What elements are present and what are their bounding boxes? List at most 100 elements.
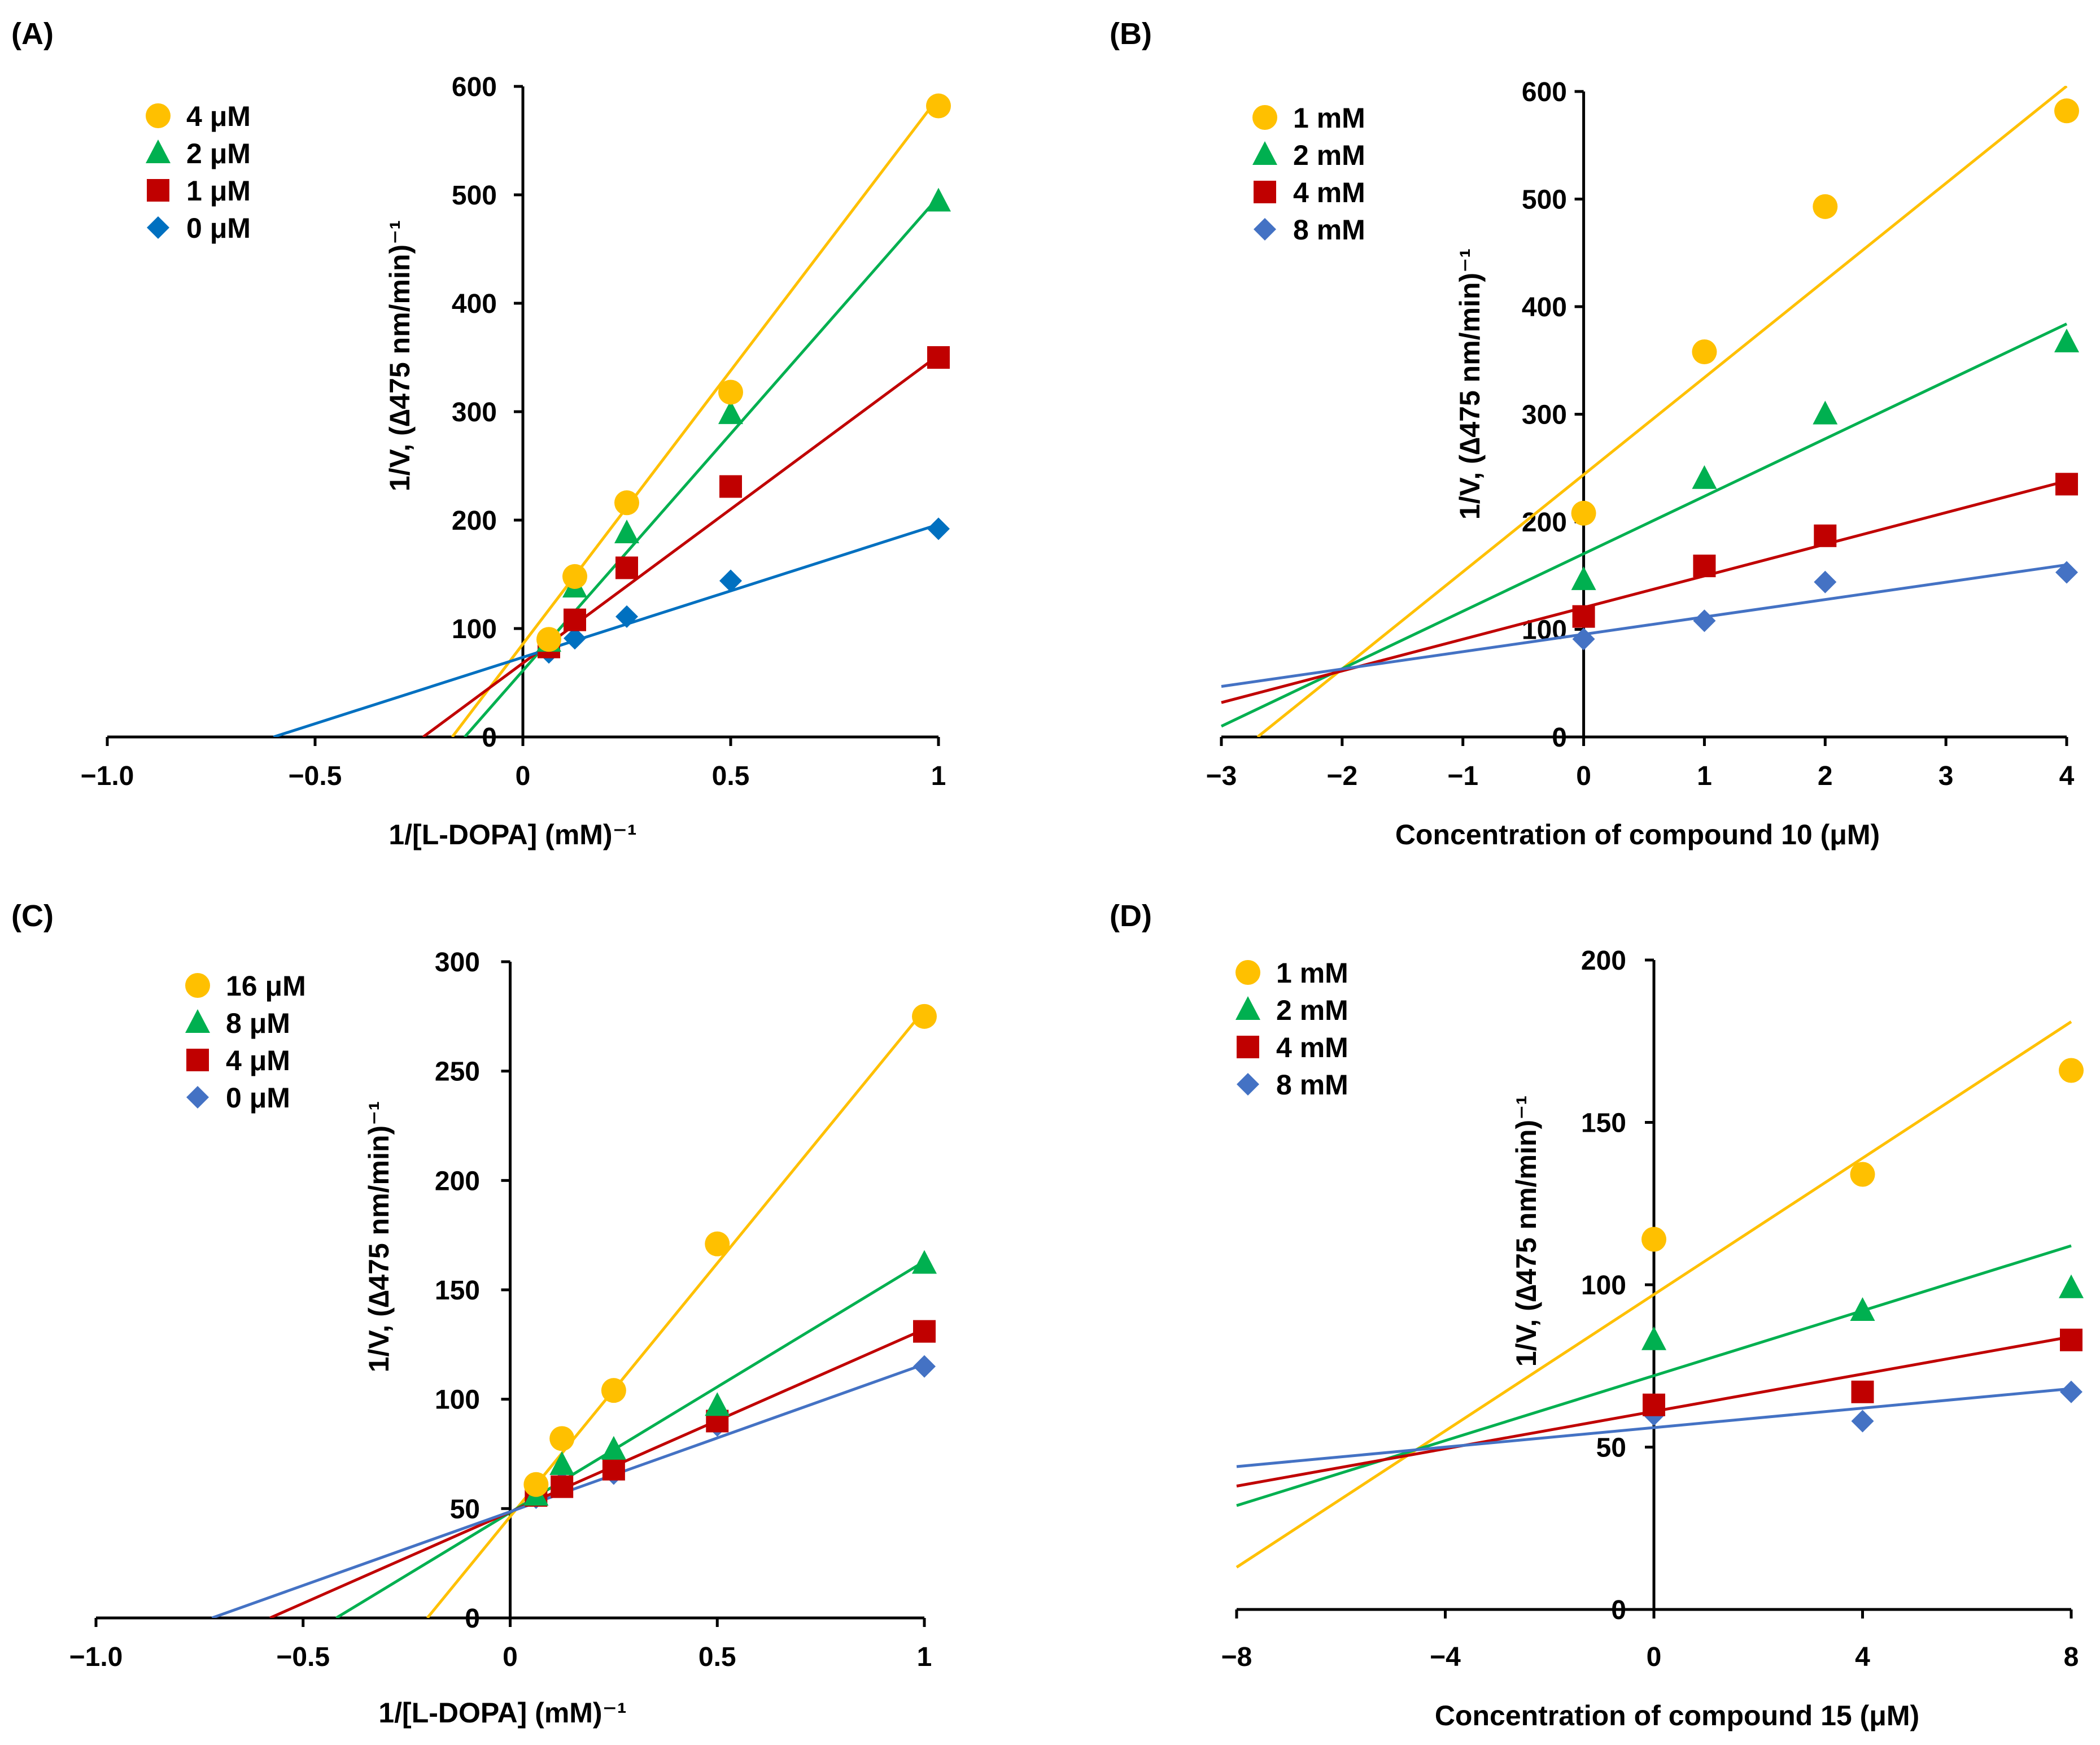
panel-a-label: (A): [11, 17, 54, 51]
panel-a-point-s0-1: [562, 564, 587, 589]
panel-a-fit-line-1: [464, 196, 940, 737]
panel-a-x-tick-label: −0.5: [289, 761, 342, 791]
panel-c-y-tick-label: 100: [435, 1385, 480, 1415]
panel-c-x-tick-label: 1: [917, 1642, 932, 1672]
panel-b-fit-line-0: [1256, 86, 2068, 737]
panel-a-y-tick-label: 500: [452, 181, 497, 211]
panel-a-legend: 4 μM 2 μM 1 μM 0 μM: [146, 101, 251, 244]
panel-b-legend-label-2: 4 mM: [1293, 177, 1365, 208]
panel-a-legend-label-3: 0 μM: [186, 212, 251, 244]
panel-c-point-s0-2: [601, 1378, 626, 1403]
panel-b-point-s2-1: [1693, 555, 1716, 578]
panel-b-y-tick-label: 500: [1522, 185, 1567, 215]
panel-a-y-tick-label: 600: [452, 72, 497, 102]
panel-c-legend-marker-1: [185, 1009, 210, 1033]
panel-d-fit-line-0: [1235, 1020, 2072, 1569]
panel-d-point-s0-1: [1850, 1162, 1875, 1187]
panel-c-y-tick-label: 250: [435, 1057, 480, 1087]
panel-b-x-tick-label: 2: [1818, 761, 1833, 791]
panel-a-legend-label-1: 2 μM: [186, 138, 251, 169]
panel-c-y-tick-label: 0: [465, 1604, 480, 1634]
panel-b-x-tick-label: −2: [1326, 761, 1357, 791]
panel-c-legend-label-1: 8 μM: [226, 1007, 290, 1039]
panel-a-legend-marker-0: [146, 103, 171, 128]
panel-b-x-axis-title: Concentration of compound 10 (μM): [1395, 819, 1880, 850]
panel-a-legend-marker-3: [147, 216, 169, 239]
panel-d-y-tick-label: 50: [1596, 1433, 1626, 1463]
panel-c-plot: −1.0 −0.5 0 0.5 1 0 50 100 150 200 250 300: [69, 948, 937, 1672]
panel-a-y-axis-title: 1/V, (∆475 nm/min)⁻¹: [384, 220, 416, 491]
panel-c-point-s0-0: [523, 1472, 549, 1497]
panel-c-point-s2-4: [913, 1320, 936, 1343]
panel-c-point-s1-4: [912, 1250, 937, 1274]
panel-d-x-tick-label: 0: [1647, 1642, 1662, 1672]
panel-d-plot: −8 −4 0 4 8 0 50 100 150 200: [1221, 946, 2084, 1672]
panel-d-point-s1-0: [1641, 1326, 1666, 1350]
panel-b-legend-marker-3: [1254, 218, 1276, 241]
panel-b-point-s0-1: [1692, 339, 1717, 365]
panel-c-legend-marker-2: [186, 1049, 209, 1071]
panel-a-legend-label-0: 4 μM: [186, 101, 251, 132]
panel-a-point-s3-1: [564, 627, 586, 650]
panel-a-point-s0-3: [718, 379, 743, 405]
panel-a-point-s1-4: [926, 187, 951, 212]
panel-d-legend-marker-3: [1237, 1073, 1259, 1096]
panel-c-y-axis-title: 1/V, (∆475 nm/min)⁻¹: [363, 1101, 395, 1372]
panel-c-legend-marker-3: [186, 1086, 209, 1109]
panel-b-point-s1-2: [1813, 400, 1838, 425]
panel-c-fit-line-1: [335, 1260, 925, 1618]
panel-b-legend-label-1: 2 mM: [1293, 139, 1365, 171]
panel-c-legend-label-3: 0 μM: [226, 1082, 290, 1114]
panel-d-y-tick-label: 0: [1611, 1595, 1626, 1625]
panel-b-x-tick-label: 1: [1697, 761, 1712, 791]
panel-c-point-s3-4: [913, 1355, 936, 1378]
panel-d-y-axis-title: 1/V, (∆475 nm/min)⁻¹: [1510, 1096, 1542, 1367]
panel-b-x-tick-label: 0: [1576, 761, 1591, 791]
panel-d-x-tick-label: −4: [1430, 1642, 1461, 1672]
panel-a-point-s0-4: [926, 93, 951, 119]
panel-a-point-s1-2: [614, 520, 639, 544]
panel-a-plot: −1.0 −0.5 0 0.5 1 0 100 200 300 400 500 600: [81, 72, 951, 791]
panel-b-legend-label-3: 8 mM: [1293, 214, 1365, 246]
panel-d-x-tick-label: −8: [1221, 1642, 1252, 1672]
panel-b-point-s2-3: [2055, 473, 2078, 496]
panel-d-x-axis-title: Concentration of compound 15 (μM): [1435, 1700, 1919, 1731]
panel-b-x-tick-label: −1: [1447, 761, 1478, 791]
panel-d-point-s3-1: [1851, 1410, 1874, 1433]
panel-d-fit-line-3: [1236, 1387, 2072, 1468]
panel-a-point-s2-4: [927, 346, 950, 369]
panel-c-point-s2-1: [551, 1475, 574, 1498]
panel-c-x-tick-label: −0.5: [276, 1642, 330, 1672]
panel-d-y-tick-label: 200: [1581, 946, 1626, 976]
panel-b-point-s1-3: [2054, 328, 2079, 352]
panel-b-y-tick-label: 0: [1552, 723, 1567, 753]
panel-b-point-s0-2: [1813, 194, 1838, 219]
panel-d: (D) −8 −4 0 4 8 0 50 100 150 200 Concentration of…: [1110, 899, 2084, 1731]
panel-b-legend-marker-1: [1252, 141, 1277, 165]
panel-b-x-tick-label: −3: [1206, 761, 1237, 791]
panel-c-fit-line-2: [269, 1328, 925, 1618]
panel-d-point-s1-2: [2059, 1274, 2084, 1298]
panel-b-point-s2-0: [1572, 605, 1595, 628]
panel-b-y-tick-label: 600: [1522, 77, 1567, 107]
panel-d-point-s2-0: [1643, 1393, 1665, 1416]
panel-b-y-tick-label: 300: [1522, 400, 1567, 430]
panel-a-point-s0-2: [614, 490, 639, 516]
panel-a-legend-marker-2: [147, 179, 169, 202]
panel-c-y-tick-label: 200: [435, 1166, 480, 1196]
panel-c-x-tick-label: 0.5: [698, 1642, 736, 1672]
panel-c-legend-label-0: 16 μM: [226, 970, 306, 1002]
panel-c-x-axis-title: 1/[L-DOPA] (mM)⁻¹: [378, 1697, 626, 1729]
panel-d-x-tick-label: 8: [2064, 1642, 2079, 1672]
panel-b-point-s0-0: [1571, 500, 1596, 526]
panel-c-point-s0-1: [549, 1426, 575, 1451]
panel-d-point-s2-2: [2060, 1328, 2082, 1351]
panel-a-point-s2-2: [615, 556, 638, 579]
panel-c-point-s2-2: [602, 1458, 625, 1481]
panel-c-legend-marker-0: [185, 973, 210, 998]
panel-b-point-s1-0: [1571, 566, 1596, 590]
panel-b-legend-marker-2: [1254, 181, 1276, 203]
panel-a-x-tick-label: 0: [516, 761, 531, 791]
panel-c-point-s0-3: [705, 1231, 730, 1257]
panel-b-fit-line-3: [1221, 563, 2067, 688]
